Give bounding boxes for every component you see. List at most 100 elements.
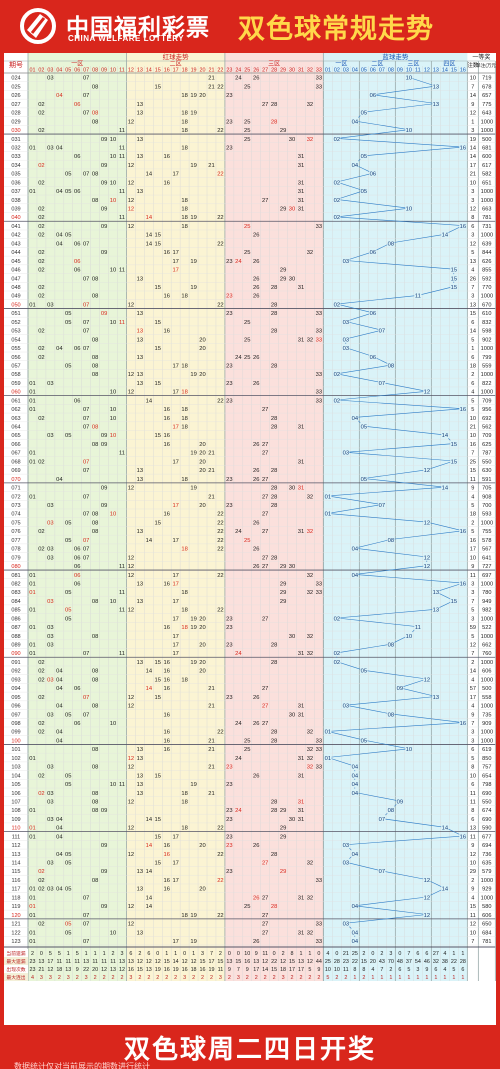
stat-value: 1 [380, 975, 383, 981]
brand-name-cn: 中国福利彩票 [66, 14, 210, 40]
stat-value: 2 [389, 967, 392, 973]
blue-ball-marker [459, 221, 467, 230]
red-ball-number: 26 [253, 294, 259, 300]
red-ball-number: 08 [92, 791, 98, 797]
red-ball-number: 23 [226, 363, 232, 369]
stat-value: 15 [289, 959, 295, 965]
red-ball-number: 05 [65, 922, 71, 928]
red-ball-number: 12 [128, 163, 134, 169]
stat-value: 7 [237, 967, 240, 973]
issue-number: 080 [11, 564, 20, 570]
blue-number-header: 14 [442, 68, 448, 74]
issue-number: 096 [11, 704, 20, 710]
red-ball-number: 09 [101, 137, 107, 143]
blue-ball-marker [342, 256, 350, 265]
blue-ball-marker [342, 335, 350, 343]
red-ball-number: 02 [38, 547, 44, 553]
blue-ball-number: 02 [334, 137, 340, 143]
draw-row: 063 02 07 10 16 18 28 04 10 692 [11, 413, 492, 422]
red-number-header: 17 [173, 68, 179, 74]
stat-value: 16 [182, 967, 188, 973]
red-ball-number: 31 [298, 486, 304, 492]
draw-row: 038 08 10 12 18 27 31 02 3 1000 [11, 195, 493, 204]
blue-ball-number: 03 [343, 259, 349, 265]
stat-value: 7 [380, 967, 383, 973]
red-ball-number: 03 [47, 599, 53, 605]
red-ball-number: 13 [137, 329, 143, 335]
blue-ball-marker [333, 614, 341, 622]
blue-ball-marker [423, 561, 431, 570]
red-ball-number: 02 [38, 224, 44, 230]
blue-ball-number: 03 [343, 843, 349, 849]
prize-count: 12 [470, 111, 476, 117]
red-ball-number: 11 [119, 189, 125, 195]
blue-ball-marker [351, 160, 359, 169]
stat-value: 2 [299, 975, 302, 981]
red-ball-number: 06 [74, 555, 80, 561]
red-ball-number: 18 [181, 590, 187, 596]
red-ball-number: 25 [244, 904, 250, 910]
red-ball-number: 18 [181, 145, 187, 151]
red-ball-number: 03 [47, 765, 53, 771]
draw-row: 086 05 17 19 20 23 27 02 3 1000 [11, 614, 493, 622]
red-ball-number: 04 [56, 677, 63, 683]
red-ball-number: 08 [92, 669, 98, 675]
red-ball-number: 01 [29, 145, 35, 151]
red-ball-number: 02 [38, 346, 44, 352]
page-header: 中国福利彩票 CHINA WELFARE LOTTERY 双色球常规走势 [0, 0, 500, 52]
red-ball-number: 21 [208, 451, 214, 457]
red-ball-number: 03 [47, 76, 53, 82]
red-ball-number: 06 [74, 102, 80, 108]
red-number-header: 01 [29, 68, 35, 74]
stat-value: 25 [325, 959, 331, 965]
blue-ball-marker [369, 169, 377, 178]
red-ball-number: 03 [47, 547, 53, 553]
red-ball-number: 14 [146, 904, 153, 910]
red-ball-number: 17 [172, 616, 178, 622]
stat-value: 12 [280, 959, 286, 965]
blue-ball-marker [333, 195, 341, 204]
red-ball-number: 03 [47, 799, 53, 805]
red-ball-number: 11 [119, 320, 125, 326]
red-ball-number: 04 [56, 93, 63, 99]
prize-count: 17 [470, 547, 476, 553]
red-ball-number: 32 [307, 861, 313, 867]
red-ball-number: 15 [155, 320, 161, 326]
blue-ball-marker [441, 431, 449, 439]
red-ball-number: 07 [83, 407, 89, 413]
blue-ball-number: 10 [406, 634, 412, 640]
blue-ball-marker [333, 657, 341, 666]
stat-value: 17 [298, 967, 304, 973]
red-ball-number: 26 [253, 773, 259, 779]
blue-ball-marker [360, 108, 368, 116]
prize-count: 7 [471, 285, 474, 291]
red-ball-number: 12 [128, 555, 134, 561]
red-ball-number: 27 [262, 555, 268, 561]
stat-value: 12 [191, 959, 197, 965]
prize-amount: 1000 [481, 233, 493, 239]
stat-value: 2 [210, 975, 213, 981]
red-ball-number: 13 [137, 468, 143, 474]
red-ball-number: 15 [155, 677, 161, 683]
prize-count: 5 [471, 337, 474, 343]
prize-amount: 799 [482, 355, 491, 361]
stat-value: 11 [343, 967, 349, 973]
blue-number-header: 08 [388, 68, 394, 74]
red-ball-number: 15 [155, 84, 161, 90]
stat-value: 2 [344, 975, 347, 981]
red-ball-number: 03 [47, 677, 53, 683]
stat-value: 27 [433, 951, 439, 957]
stat-value: 1 [407, 975, 410, 981]
red-number-header: 18 [182, 68, 188, 74]
blue-ball-marker [387, 806, 395, 814]
draw-row: 054 08 13 20 25 31 32 33 03 5 902 [11, 335, 492, 343]
stat-value: 2 [246, 975, 249, 981]
prize-amount: 650 [482, 922, 491, 928]
red-ball-number: 16 [163, 250, 169, 256]
blue-ball-marker [333, 396, 341, 404]
red-ball-number: 07 [83, 276, 89, 282]
red-ball-number: 12 [128, 922, 134, 928]
red-ball-number: 03 [47, 634, 53, 640]
issue-number: 054 [11, 337, 20, 343]
blue-ball-number: 15 [451, 442, 457, 448]
